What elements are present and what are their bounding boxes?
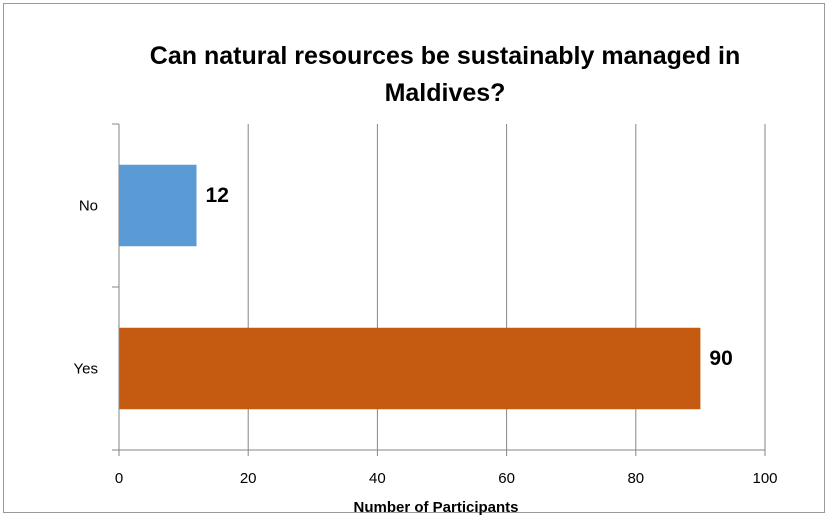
x-tick-label-60: 60: [498, 470, 515, 487]
bar-no: [119, 164, 197, 247]
y-category-label-yes: Yes: [74, 361, 98, 378]
x-tick-label-80: 80: [627, 470, 644, 487]
labels: 0 20 40 60 80 100 No 12 Yes 90: [74, 184, 778, 487]
y-category-label-no: No: [79, 198, 98, 215]
data-label-no: 12: [206, 184, 229, 207]
axes: [112, 123, 766, 456]
bars: [119, 164, 701, 410]
x-tick-label-0: 0: [115, 470, 123, 487]
x-tick-label-100: 100: [752, 470, 777, 487]
bar-yes: [119, 327, 701, 410]
chart-frame: [3, 3, 825, 513]
chart-title: Can natural resources be sustainably man…: [149, 42, 741, 107]
x-tick-label-40: 40: [369, 470, 386, 487]
data-label-yes: 90: [709, 347, 732, 370]
x-axis-title: Number of Participants: [353, 499, 518, 516]
x-tick-label-20: 20: [240, 470, 257, 487]
